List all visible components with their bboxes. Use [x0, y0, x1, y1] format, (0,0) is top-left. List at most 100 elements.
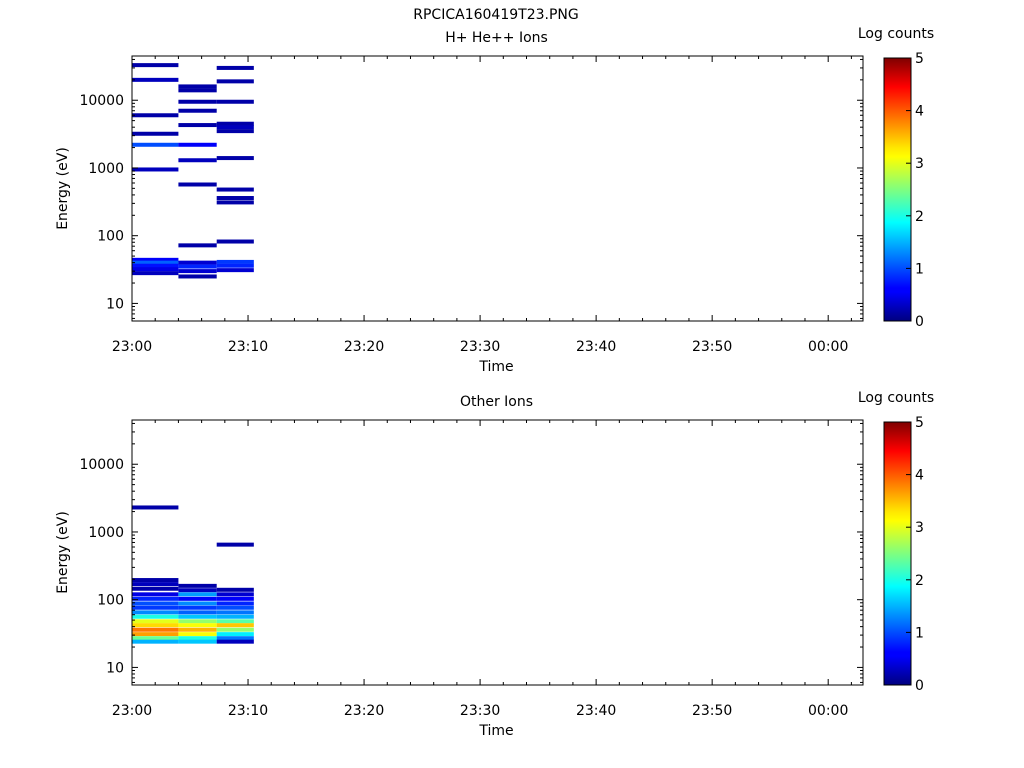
colorbar-tick-label: 2 — [915, 209, 924, 225]
heatmap-cell — [216, 605, 254, 610]
colorbar-label: Log counts — [858, 390, 934, 406]
heatmap-cell — [132, 592, 179, 597]
colorbar: Log counts 0 1 2 3 4 5 — [858, 390, 934, 694]
heatmap-cell — [216, 639, 254, 644]
heatmap-cell — [178, 614, 217, 619]
figure-title: RPCICA160419T23.PNG — [413, 7, 578, 23]
heatmap-cell — [132, 614, 179, 619]
heatmap-cell — [132, 596, 179, 601]
heatmap-cells — [132, 505, 254, 644]
y-tick-label: 100 — [97, 229, 124, 245]
heatmap-cell — [132, 260, 179, 265]
heatmap-cell — [178, 592, 217, 597]
x-tick-label: 00:00 — [808, 703, 848, 719]
heatmap-cell — [132, 610, 179, 615]
colorbar-tick-label: 2 — [915, 573, 924, 589]
colorbar-tick-label: 5 — [915, 51, 924, 67]
heatmap-cell — [132, 601, 179, 606]
heatmap-cell — [178, 610, 217, 615]
x-axis-label: Time — [478, 359, 513, 375]
heatmap-cell — [216, 592, 254, 597]
heatmap-cell — [178, 588, 217, 593]
colorbar-scale — [883, 57, 912, 322]
heatmap-cell — [216, 601, 254, 606]
heatmap-cell — [132, 77, 179, 82]
x-tick-label: 23:10 — [228, 703, 268, 719]
x-tick-label: 23:50 — [692, 703, 732, 719]
heatmap-cell — [216, 596, 254, 601]
heatmap-cell — [178, 99, 217, 104]
heatmap-cell — [216, 587, 254, 592]
heatmap-cell — [132, 619, 179, 624]
heatmap-cell — [178, 605, 217, 610]
colorbar-tick-label: 1 — [915, 261, 924, 277]
heatmap-cell — [132, 63, 179, 68]
panel-1: H+ He++ Ions 23:00 23:10 23:20 23:30 23:40 23:… — [55, 26, 934, 375]
heatmap-cell — [216, 187, 254, 192]
heatmap-cell — [216, 79, 254, 84]
x-tick-label: 23:40 — [576, 339, 616, 355]
heatmap-cell — [178, 583, 217, 588]
colorbar-tick-label: 0 — [915, 678, 924, 694]
y-axis-label: Energy (eV) — [55, 147, 71, 230]
heatmap-cell — [132, 627, 179, 632]
colorbar-scale — [883, 421, 912, 686]
y-tick-label: 100 — [97, 593, 124, 609]
heatmap-cell — [178, 269, 217, 274]
heatmap-cell — [132, 113, 179, 118]
heatmap-cell — [132, 271, 179, 276]
colorbar-tick-label: 3 — [915, 156, 924, 172]
heatmap-cells — [132, 63, 254, 279]
heatmap-cell — [132, 142, 179, 147]
panel-title: H+ He++ Ions — [445, 30, 548, 46]
heatmap-cell — [132, 131, 179, 136]
heatmap-cell — [178, 108, 217, 113]
heatmap-cell — [178, 632, 217, 637]
y-tick-label: 1000 — [88, 525, 124, 541]
heatmap-cell — [178, 639, 217, 644]
heatmap-cell — [216, 636, 254, 641]
heatmap-cell — [216, 196, 254, 201]
heatmap-cell — [178, 84, 217, 89]
heatmap-cell — [132, 257, 179, 262]
heatmap-cell — [216, 610, 254, 615]
heatmap-cell — [132, 578, 179, 583]
heatmap-cell — [216, 632, 254, 637]
heatmap-cell — [178, 142, 217, 147]
colorbar-tick-label: 1 — [915, 625, 924, 641]
panel-2: Other Ions 23:00 23:10 23:20 23:30 23:40 23:50… — [55, 390, 934, 739]
colorbar: Log counts 0 1 2 3 4 5 — [858, 26, 934, 330]
x-tick-label: 23:30 — [460, 339, 500, 355]
heatmap-cell — [178, 627, 217, 632]
heatmap-cell — [132, 267, 179, 272]
heatmap-cell — [216, 65, 254, 70]
colorbar-label: Log counts — [858, 26, 934, 42]
heatmap-cell — [178, 123, 217, 128]
heatmap-cell — [178, 264, 217, 269]
heatmap-cell — [216, 542, 254, 547]
panel-title: Other Ions — [460, 394, 533, 410]
heatmap-cell — [216, 263, 254, 268]
heatmap-cell — [178, 260, 217, 265]
heatmap-cell — [216, 268, 254, 273]
heatmap-cell — [178, 601, 217, 606]
heatmap-cell — [216, 99, 254, 104]
x-tick-label: 23:20 — [344, 339, 384, 355]
heatmap-cell — [132, 632, 179, 637]
heatmap-cell — [216, 614, 254, 619]
heatmap-cell — [132, 263, 179, 268]
heatmap-cell — [132, 586, 179, 591]
heatmap-cell — [178, 623, 217, 628]
heatmap-cell — [216, 627, 254, 632]
x-tick-label: 23:40 — [576, 703, 616, 719]
colorbar-tick-label: 4 — [915, 104, 924, 120]
y-tick-label: 10000 — [79, 457, 124, 473]
heatmap-cell — [216, 239, 254, 244]
heatmap-cell — [216, 619, 254, 624]
x-tick-label: 00:00 — [808, 339, 848, 355]
x-axis-label: Time — [478, 723, 513, 739]
heatmap-cell — [216, 129, 254, 134]
y-tick-label: 10000 — [79, 93, 124, 109]
heatmap-cell — [216, 259, 254, 264]
